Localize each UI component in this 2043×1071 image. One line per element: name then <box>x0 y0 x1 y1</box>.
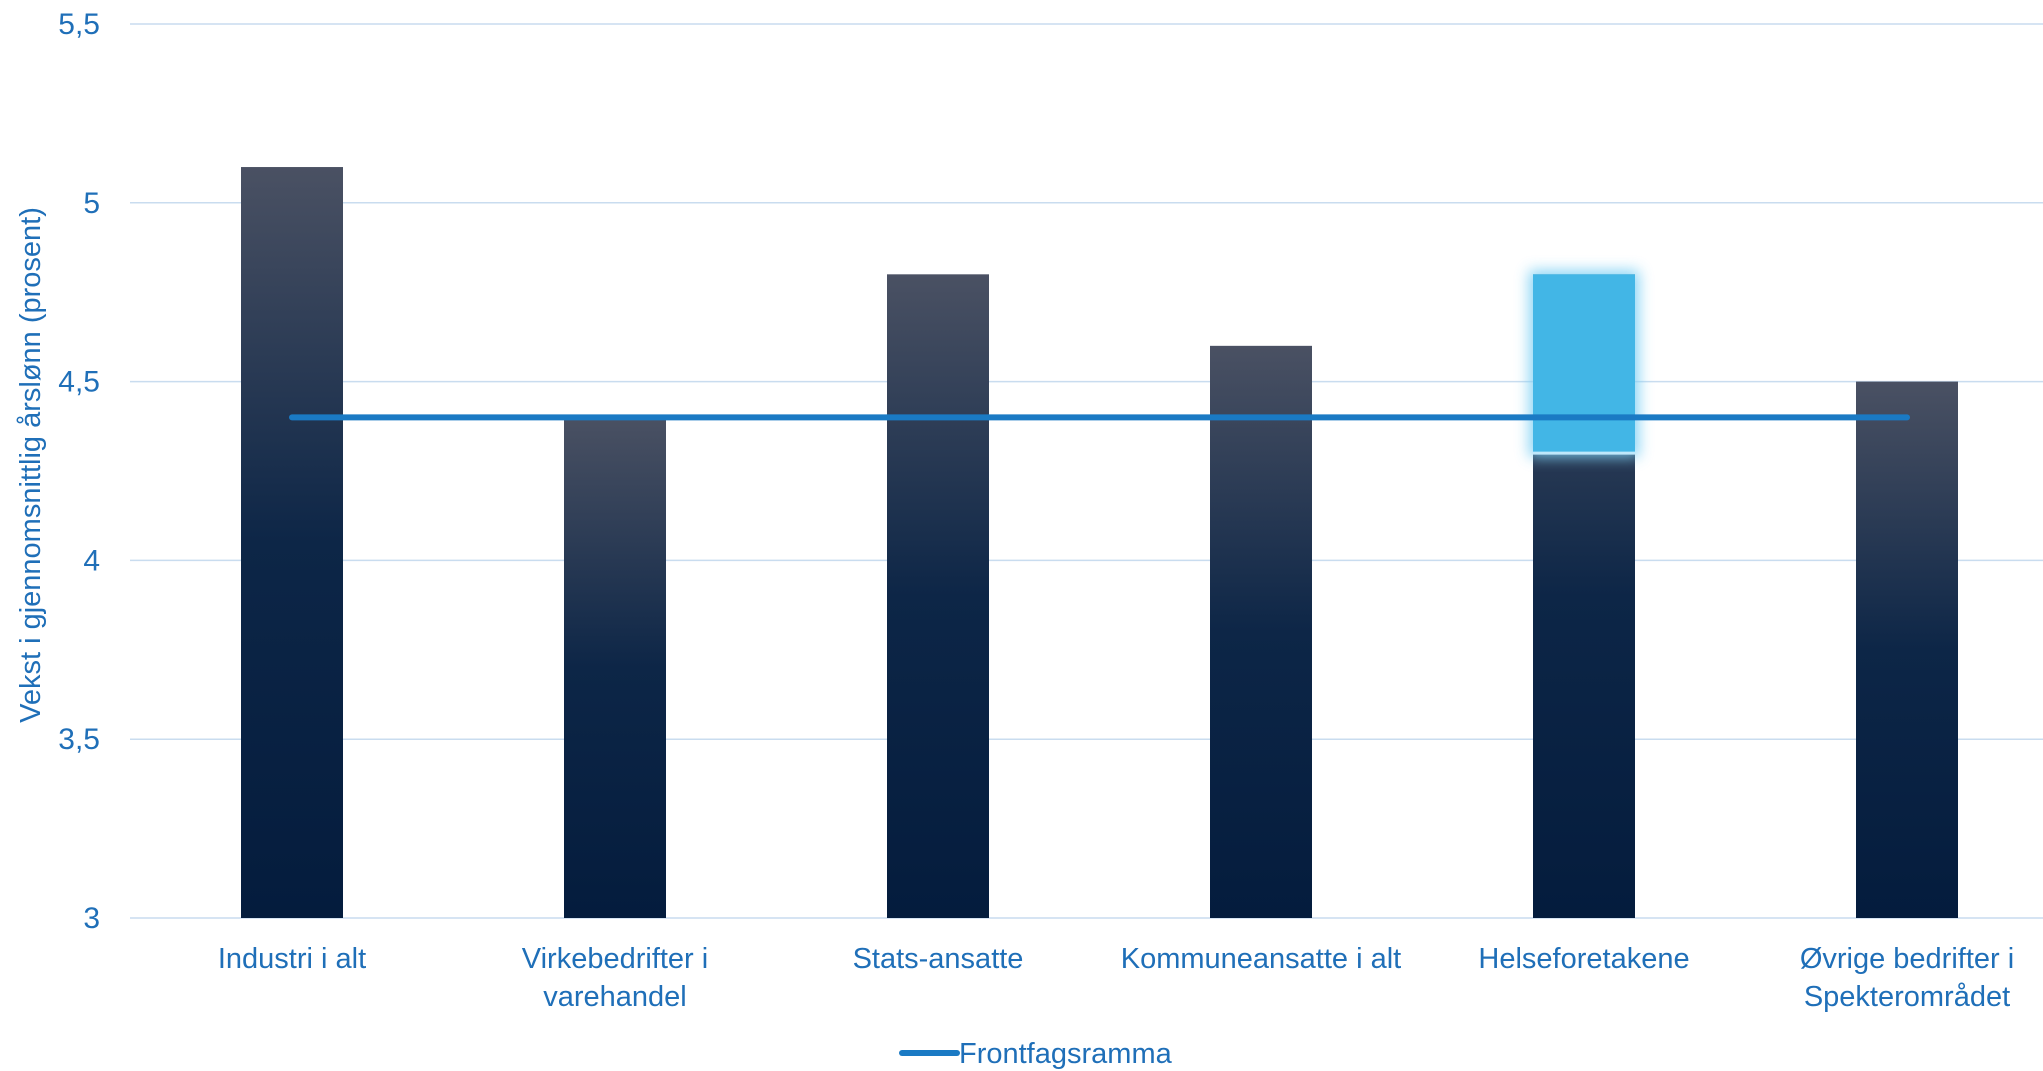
y-tick-label: 3 <box>83 902 100 935</box>
gridlines <box>130 23 2043 919</box>
bar <box>1856 381 1958 919</box>
y-tick-label: 5,5 <box>58 8 100 41</box>
y-axis-label: Vekst i gjennomsnittlig årslønn (prosent… <box>15 207 47 723</box>
highlight <box>1529 270 1639 458</box>
bar <box>241 167 343 919</box>
bar <box>1210 345 1312 919</box>
y-tick-label: 4 <box>83 544 100 577</box>
category-label: Kommuneansatte i alt <box>1121 943 1401 975</box>
legend: Frontfagsramma <box>899 1038 1173 1070</box>
bar <box>564 417 666 918</box>
y-axis-ticks: 3 3,5 4 4,5 5 5,5 <box>58 8 100 935</box>
bars <box>241 167 1958 919</box>
legend-label-frontfagsramma: Frontfagsramma <box>959 1038 1173 1070</box>
bar <box>887 274 989 918</box>
category-label: Stats-ansatte <box>853 943 1024 975</box>
x-axis-categories: Industri i alt Virkebedrifter i varehandel… <box>218 943 2014 1013</box>
category-label: Industri i alt <box>218 943 366 975</box>
category-label: Helseforetakene <box>1478 943 1689 975</box>
y-tick-label: 5 <box>83 187 100 220</box>
y-tick-label: 3,5 <box>58 723 100 756</box>
category-label: Øvrige bedrifter i Spekterområdet <box>1800 943 2014 1013</box>
category-label: Virkebedrifter i varehandel <box>522 943 708 1013</box>
highlight-bar-segment <box>1533 274 1635 454</box>
y-tick-label: 4,5 <box>58 366 100 399</box>
